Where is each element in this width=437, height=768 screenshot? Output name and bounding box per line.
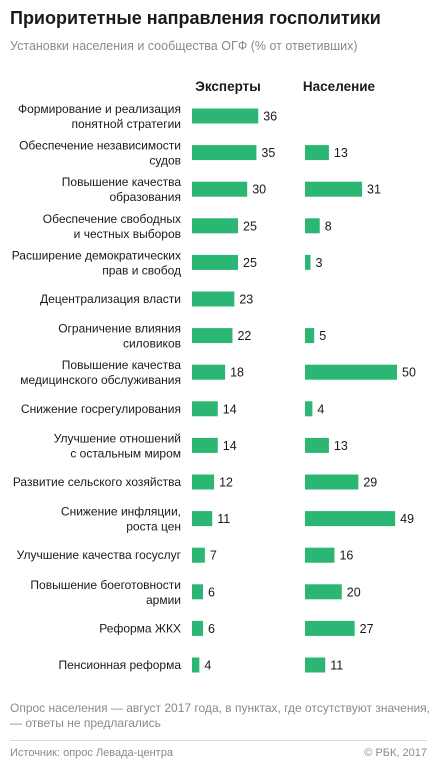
value-label-experts: 25 bbox=[243, 256, 257, 270]
category-label: Улучшение отношений с остальным миром bbox=[54, 431, 181, 460]
value-label-population: 13 bbox=[334, 146, 348, 160]
category-label: Формирование и реализация понятной страте… bbox=[18, 102, 181, 131]
category-label: Повышение боеготовности армии bbox=[30, 578, 181, 607]
bar-population bbox=[305, 547, 335, 563]
bar-population bbox=[305, 657, 326, 673]
bar-experts bbox=[192, 291, 235, 307]
bar-experts bbox=[192, 474, 215, 490]
bar-population bbox=[305, 437, 329, 453]
chart-title: Приоритетные направления госполитики bbox=[10, 8, 381, 28]
bar-experts bbox=[192, 328, 233, 344]
category-label: Расширение демократических прав и свобод bbox=[12, 248, 181, 277]
category-label: Развитие сельского хозяйства bbox=[13, 475, 181, 489]
bar-population bbox=[305, 364, 397, 380]
bar-experts bbox=[192, 584, 204, 600]
value-label-population: 49 bbox=[400, 512, 414, 526]
bar-population bbox=[305, 401, 313, 417]
value-label-population: 50 bbox=[402, 366, 416, 380]
bar-population bbox=[305, 254, 311, 270]
category-label: Снижение госрегулирования bbox=[21, 402, 181, 416]
bar-experts bbox=[192, 108, 259, 124]
value-label-population: 3 bbox=[316, 256, 323, 270]
bar-experts bbox=[192, 181, 248, 197]
bar-experts bbox=[192, 364, 226, 380]
category-label: Децентрализация власти bbox=[40, 292, 181, 306]
bar-experts bbox=[192, 218, 238, 234]
value-label-experts: 36 bbox=[263, 110, 277, 124]
bar-population bbox=[305, 218, 320, 234]
value-label-experts: 18 bbox=[230, 366, 244, 380]
bar-population bbox=[305, 474, 359, 490]
category-label: Обеспечение независимости судов bbox=[19, 139, 181, 168]
value-label-experts: 14 bbox=[223, 439, 237, 453]
category-label: Пенсионная реформа bbox=[58, 658, 181, 672]
value-label-experts: 11 bbox=[217, 512, 230, 526]
value-label-experts: 35 bbox=[261, 146, 275, 160]
bar-experts bbox=[192, 254, 238, 270]
bar-experts bbox=[192, 657, 200, 673]
value-label-population: 29 bbox=[363, 476, 377, 490]
series-header-experts: Эксперты bbox=[195, 79, 261, 94]
category-label: Повышение качества образования bbox=[62, 175, 182, 204]
value-label-experts: 23 bbox=[239, 293, 253, 307]
divider bbox=[10, 740, 427, 741]
value-label-population: 16 bbox=[339, 549, 353, 563]
value-label-experts: 12 bbox=[219, 476, 233, 490]
series-header-population: Население bbox=[303, 79, 376, 94]
bar-experts bbox=[192, 401, 218, 417]
bar-population bbox=[305, 145, 329, 161]
bar-experts bbox=[192, 547, 205, 563]
bar-experts bbox=[192, 145, 257, 161]
value-label-population: 13 bbox=[334, 439, 348, 453]
value-label-population: 5 bbox=[319, 329, 326, 343]
value-label-experts: 25 bbox=[243, 219, 257, 233]
bar-population bbox=[305, 328, 315, 344]
bar-population bbox=[305, 511, 396, 527]
value-label-population: 31 bbox=[367, 183, 381, 197]
bar-experts bbox=[192, 511, 213, 527]
bar-experts bbox=[192, 620, 204, 636]
bar-experts bbox=[192, 437, 218, 453]
bar-population bbox=[305, 584, 342, 600]
bar-chart: Эксперты Население Формирование и реализац… bbox=[12, 79, 416, 673]
value-label-experts: 4 bbox=[204, 659, 211, 673]
value-label-experts: 30 bbox=[252, 183, 266, 197]
category-label: Снижение инфляции, роста цен bbox=[61, 505, 181, 534]
source-text: Источник: опрос Левада-центра bbox=[10, 747, 173, 759]
value-label-population: 20 bbox=[347, 585, 361, 599]
category-label: Улучшение качества госуслуг bbox=[17, 548, 182, 562]
value-label-population: 27 bbox=[360, 622, 374, 636]
copyright-text: © РБК, 2017 bbox=[364, 747, 427, 759]
bar-population bbox=[305, 181, 363, 197]
category-label: Обеспечение свободных и честных выборов bbox=[43, 212, 181, 241]
bar-population bbox=[305, 620, 355, 636]
category-label: Ограничение влияния силовиков bbox=[58, 322, 181, 351]
value-label-population: 8 bbox=[325, 219, 332, 233]
value-label-experts: 22 bbox=[237, 329, 251, 343]
value-label-experts: 14 bbox=[223, 402, 237, 416]
survey-note: Опрос населения — август 2017 года, в пу… bbox=[10, 701, 430, 730]
category-label: Реформа ЖКХ bbox=[99, 621, 181, 635]
value-label-population: 11 bbox=[330, 659, 343, 673]
chart-subtitle: Установки населения и сообщества ОГФ (% … bbox=[10, 39, 358, 53]
category-label: Повышение качества медицинского обслужива… bbox=[20, 358, 181, 387]
value-label-experts: 6 bbox=[208, 585, 215, 599]
value-label-population: 4 bbox=[317, 402, 324, 416]
value-label-experts: 7 bbox=[210, 549, 217, 563]
value-label-experts: 6 bbox=[208, 622, 215, 636]
